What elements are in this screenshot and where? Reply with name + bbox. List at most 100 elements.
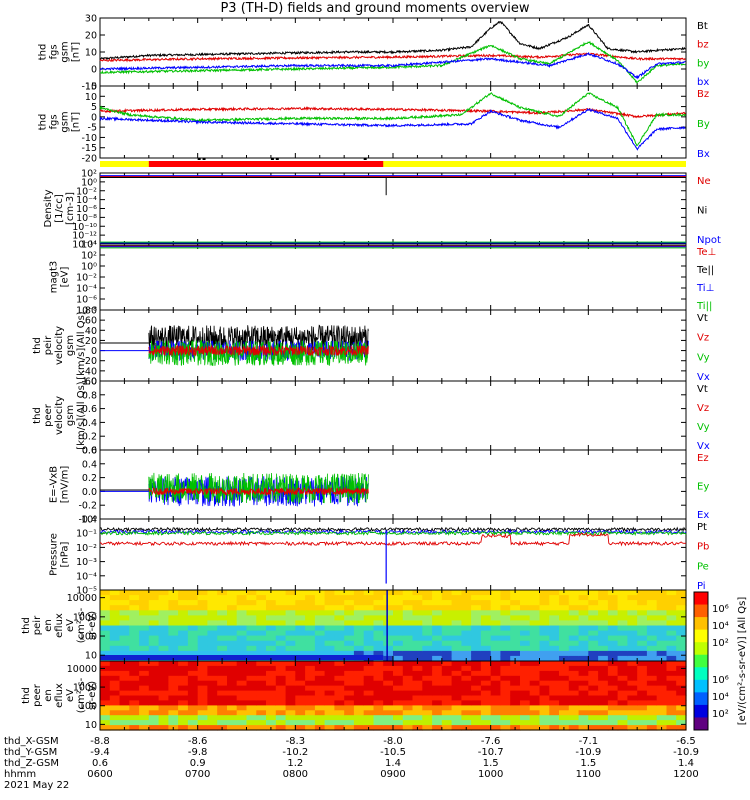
spectrogram-cell: [539, 675, 550, 682]
spectrogram-cell: [422, 605, 433, 611]
legend-entry: Ex: [697, 510, 709, 521]
spectrogram-cell: [568, 705, 580, 711]
spectrogram-cell: [295, 590, 306, 596]
spectrogram-cell: [402, 635, 414, 642]
pressure-series: [99, 528, 687, 535]
spectrogram-cell: [637, 690, 648, 697]
spectrogram-cell: [490, 690, 502, 697]
spectrogram-cell: [480, 600, 492, 606]
spectrogram-cell: [656, 720, 668, 726]
spectrogram-cell: [178, 725, 189, 731]
spectrogram-cell: [461, 680, 472, 687]
spectrogram-cell: [480, 720, 492, 726]
spectrogram-cell: [266, 595, 277, 601]
spectrogram-cell: [227, 600, 238, 606]
spectrogram-cell: [197, 645, 209, 652]
spectrogram-cell: [617, 610, 628, 616]
spectrogram-cell: [480, 710, 492, 716]
spectrogram-cell: [529, 600, 541, 606]
spectrogram-cell: [402, 670, 414, 677]
spectrogram-cell: [617, 640, 628, 647]
spectrogram-cell: [187, 700, 199, 706]
spectrogram-cell: [559, 715, 570, 721]
y-axis-label: thd: [32, 407, 43, 424]
spectrogram-cell: [178, 620, 189, 627]
spectrogram-cell: [617, 590, 628, 596]
spectrogram-cell: [100, 620, 111, 627]
spectrogram-cell: [158, 650, 169, 657]
spectrogram-cell: [373, 590, 384, 596]
spectrogram-cell: [402, 710, 414, 716]
spectrogram-cell: [441, 670, 453, 677]
spectrogram-cell: [353, 675, 365, 682]
spectrogram-cell: [373, 625, 384, 632]
spectrogram-cell: [324, 725, 335, 731]
spectrogram-cell: [520, 610, 531, 616]
spectrogram-cell: [363, 595, 375, 601]
spectrogram-cell: [520, 675, 531, 682]
y-axis-label: E=-VxB: [49, 466, 60, 503]
spectrogram-cell: [305, 670, 316, 677]
colorbar-segment: [694, 654, 708, 668]
spectrogram-cell: [363, 620, 375, 627]
spectrogram-cell: [373, 650, 384, 657]
spectrogram-cell: [187, 710, 199, 716]
spectrogram-cell: [256, 620, 267, 627]
spectrogram-cell: [627, 605, 638, 611]
spectrogram-cell: [363, 645, 375, 652]
spectrogram-cell: [402, 725, 414, 731]
spectrogram-cell: [461, 690, 472, 697]
spectrogram-cell: [197, 650, 209, 657]
spectrogram-cell: [637, 630, 648, 637]
y-tick-label: 10⁻⁴: [76, 195, 97, 206]
spectrogram-cell: [568, 670, 580, 677]
spectrogram-cell: [549, 685, 560, 692]
spectrogram-cell: [334, 600, 345, 606]
spectrogram-cell: [119, 640, 130, 647]
spectrogram-cell: [168, 650, 179, 657]
legend-entry: by: [697, 58, 709, 69]
spectrogram-cell: [187, 695, 199, 701]
spectrogram-cell: [158, 605, 169, 611]
y-axis-label: velocity: [54, 396, 65, 435]
spectrogram-cell: [227, 675, 238, 682]
y-tick-label: 10⁰: [81, 515, 97, 526]
spectrogram-cell: [412, 700, 423, 706]
spectrogram-cell: [627, 715, 638, 721]
spectrogram-cell: [617, 705, 628, 711]
spectrogram-cell: [461, 695, 472, 701]
spectrogram-cell: [441, 655, 453, 662]
spectrogram-cell: [246, 720, 257, 726]
pressure-series: [99, 531, 687, 547]
spectrogram-cell: [510, 670, 521, 677]
y-tick-label: 10⁻²: [76, 186, 97, 197]
spectrogram-cell: [227, 620, 238, 627]
spectrogram-cell: [256, 600, 267, 606]
spectrogram-cell: [422, 620, 433, 627]
spectrogram-cell: [617, 630, 628, 637]
spectrogram-cell: [432, 680, 443, 687]
spectrogram-cell: [578, 625, 589, 632]
spectrogram-cell: [217, 630, 228, 637]
spectrogram-cell: [187, 605, 199, 611]
spectrogram-cell: [471, 600, 482, 606]
spectrogram-cell: [305, 630, 316, 637]
y-axis-label: [1/cc]: [54, 194, 65, 223]
y-axis-label: sr-eV): [87, 681, 98, 710]
spectrogram-cell: [373, 605, 384, 611]
spectrogram-cell: [168, 635, 179, 642]
spectrogram-cell: [432, 605, 443, 611]
spectrogram-cell: [529, 655, 541, 662]
spectrogram-cell: [529, 715, 541, 721]
spectrogram-cell: [676, 670, 687, 677]
spectrogram-cell: [187, 725, 199, 731]
chart-title: P3 (TH-D) fields and ground moments over…: [220, 1, 530, 16]
spectrogram-cell: [236, 605, 248, 611]
spectrogram-cell: [568, 630, 580, 637]
spectrogram-cell: [129, 600, 140, 606]
spectrogram-cell: [295, 700, 306, 706]
legend-entry: Ey: [697, 482, 709, 493]
spectrogram-cell: [148, 661, 160, 667]
spectrogram-cell: [119, 690, 130, 697]
spectrogram-cell: [471, 645, 482, 652]
